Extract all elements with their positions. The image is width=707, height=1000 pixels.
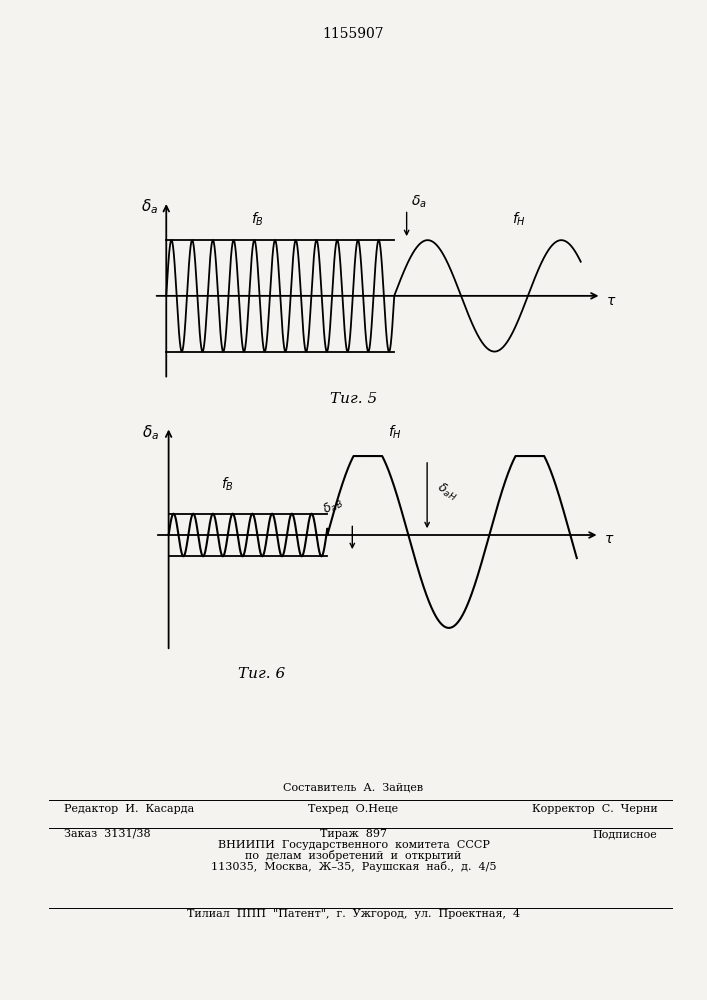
Text: $f_H$: $f_H$ <box>388 423 402 441</box>
Text: Техред  О.Неце: Техред О.Неце <box>308 804 399 814</box>
Text: Τиг. 6: Τиг. 6 <box>238 667 285 681</box>
Text: $f_H$: $f_H$ <box>512 210 525 228</box>
Text: $\delta_{aB}$: $\delta_{aB}$ <box>320 494 346 518</box>
Text: 1155907: 1155907 <box>322 27 385 41</box>
Text: $\delta_a$: $\delta_a$ <box>142 423 159 442</box>
Text: Τилиал  ППП  "Патент",  г.  Ужгород,  ул.  Проектная,  4: Τилиал ППП "Патент", г. Ужгород, ул. Про… <box>187 909 520 919</box>
Text: ВНИИПИ  Государственного  комитета  СССР: ВНИИПИ Государственного комитета СССР <box>218 840 489 850</box>
Text: Заказ  3131/38: Заказ 3131/38 <box>64 829 151 839</box>
Text: $\delta_{aH}$: $\delta_{aH}$ <box>434 480 460 504</box>
Text: Тираж  897: Тираж 897 <box>320 829 387 839</box>
Text: $\delta_a$: $\delta_a$ <box>411 194 426 210</box>
Text: $\delta_a$: $\delta_a$ <box>141 197 158 216</box>
Text: $\tau$: $\tau$ <box>604 532 614 546</box>
Text: $\tau$: $\tau$ <box>606 294 616 308</box>
Text: Корректор  С.  Черни: Корректор С. Черни <box>532 804 658 814</box>
Text: Τиг. 5: Τиг. 5 <box>330 392 377 406</box>
Text: $f_B$: $f_B$ <box>251 210 264 228</box>
Text: $f_B$: $f_B$ <box>221 476 234 493</box>
Text: Редактор  И.  Касарда: Редактор И. Касарда <box>64 804 194 814</box>
Text: Составитель  А.  Зайцев: Составитель А. Зайцев <box>284 782 423 792</box>
Text: по  делам  изобретений  и  открытий: по делам изобретений и открытий <box>245 850 462 861</box>
Text: Подписное: Подписное <box>592 829 658 839</box>
Text: 113035,  Москва,  Ж–35,  Раушская  наб.,  д.  4/5: 113035, Москва, Ж–35, Раушская наб., д. … <box>211 861 496 872</box>
